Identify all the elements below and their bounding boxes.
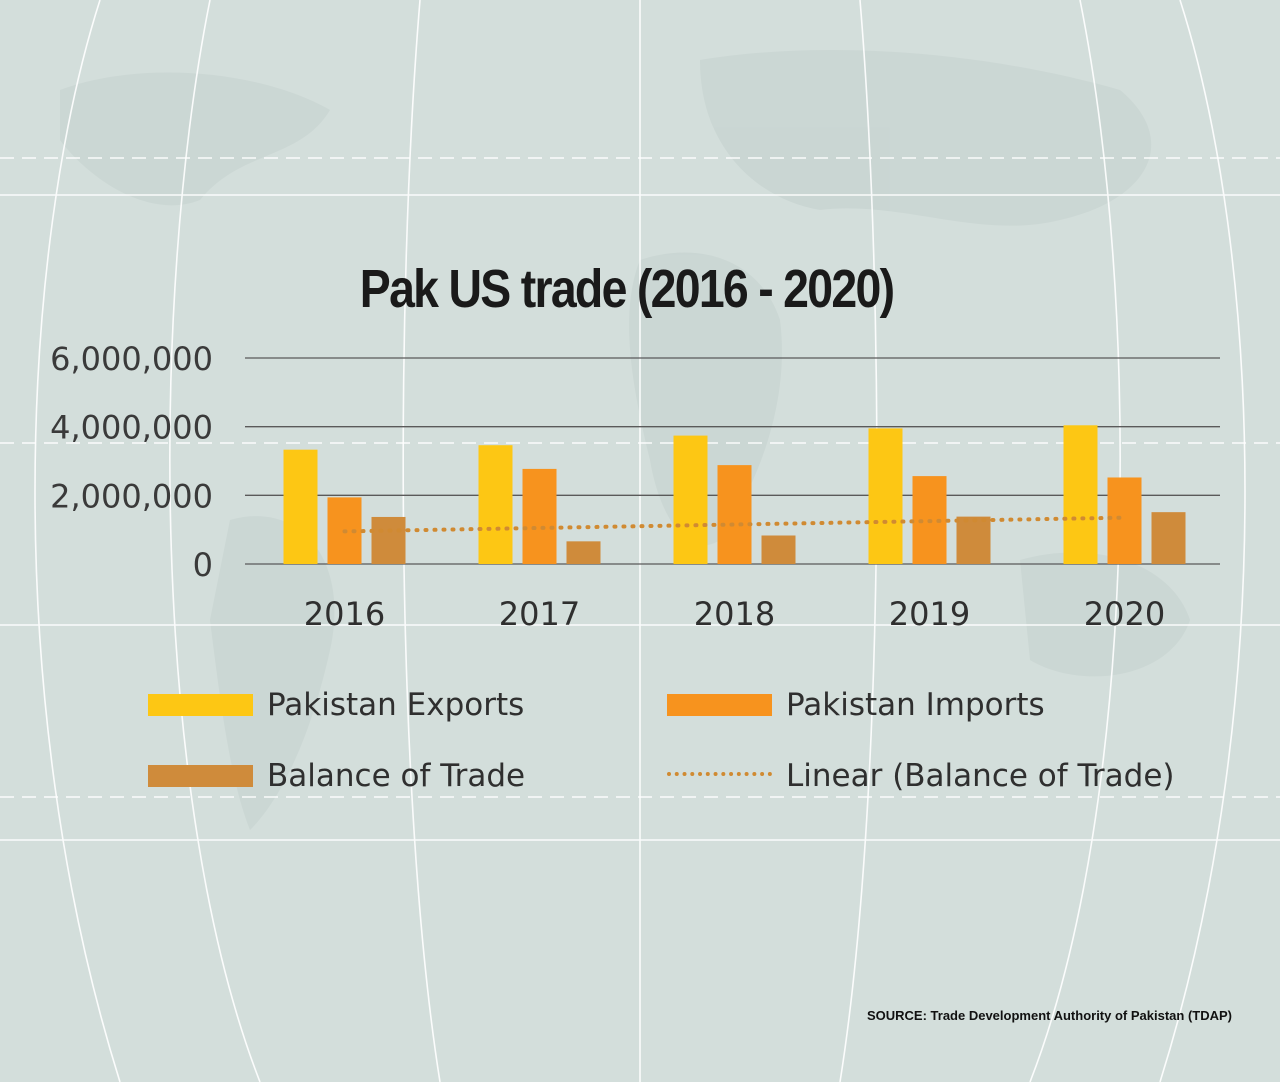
- bar-balance-2019: [956, 516, 991, 564]
- legend-item-exports: Pakistan Exports: [148, 687, 524, 723]
- bar-imports-2018: [717, 465, 752, 564]
- legend-swatch-balance: [148, 765, 253, 787]
- legend-label-exports: Pakistan Exports: [267, 687, 525, 723]
- legend-label-balance: Balance of Trade: [267, 758, 526, 794]
- y-tick-label: 2,000,000: [50, 477, 213, 515]
- y-tick-label: 4,000,000: [50, 409, 213, 447]
- x-tick-label: 2020: [1084, 595, 1165, 633]
- x-tick-label: 2018: [694, 595, 775, 633]
- bar-balance-2020: [1151, 512, 1186, 564]
- y-tick-label: 0: [193, 546, 213, 584]
- bar-balance-2018: [761, 535, 796, 564]
- bar-exports-2019: [868, 428, 903, 564]
- source-note: SOURCE: Trade Development Authority of P…: [866, 1008, 1232, 1023]
- bar-exports-2018: [673, 435, 708, 564]
- legend-swatch-exports: [148, 694, 253, 716]
- bar-balance-2017: [566, 541, 601, 564]
- legend-item-trend: Linear (Balance of Trade): [667, 758, 1174, 794]
- legend-item-balance: Balance of Trade: [148, 758, 525, 794]
- bar-exports-2020: [1063, 425, 1098, 564]
- legend-label-imports: Pakistan Imports: [786, 687, 1045, 723]
- x-tick-label: 2016: [304, 595, 385, 633]
- legend-label-trend: Linear (Balance of Trade): [786, 758, 1175, 794]
- bar-balance-2016: [371, 516, 406, 564]
- bar-imports-2017: [522, 468, 557, 564]
- chart-title: Pak US trade (2016 - 2020): [359, 259, 895, 319]
- bar-exports-2016: [283, 449, 318, 564]
- legend-swatch-trend: [667, 772, 772, 780]
- trendline-balance-of-trade: [342, 515, 1127, 534]
- bar-imports-2020: [1107, 477, 1142, 564]
- legend-swatch-imports: [667, 694, 772, 716]
- y-tick-label: 6,000,000: [50, 340, 213, 378]
- legend-item-imports: Pakistan Imports: [667, 687, 1045, 723]
- bar-exports-2017: [478, 445, 513, 564]
- x-tick-label: 2017: [499, 595, 580, 633]
- x-tick-label: 2019: [889, 595, 970, 633]
